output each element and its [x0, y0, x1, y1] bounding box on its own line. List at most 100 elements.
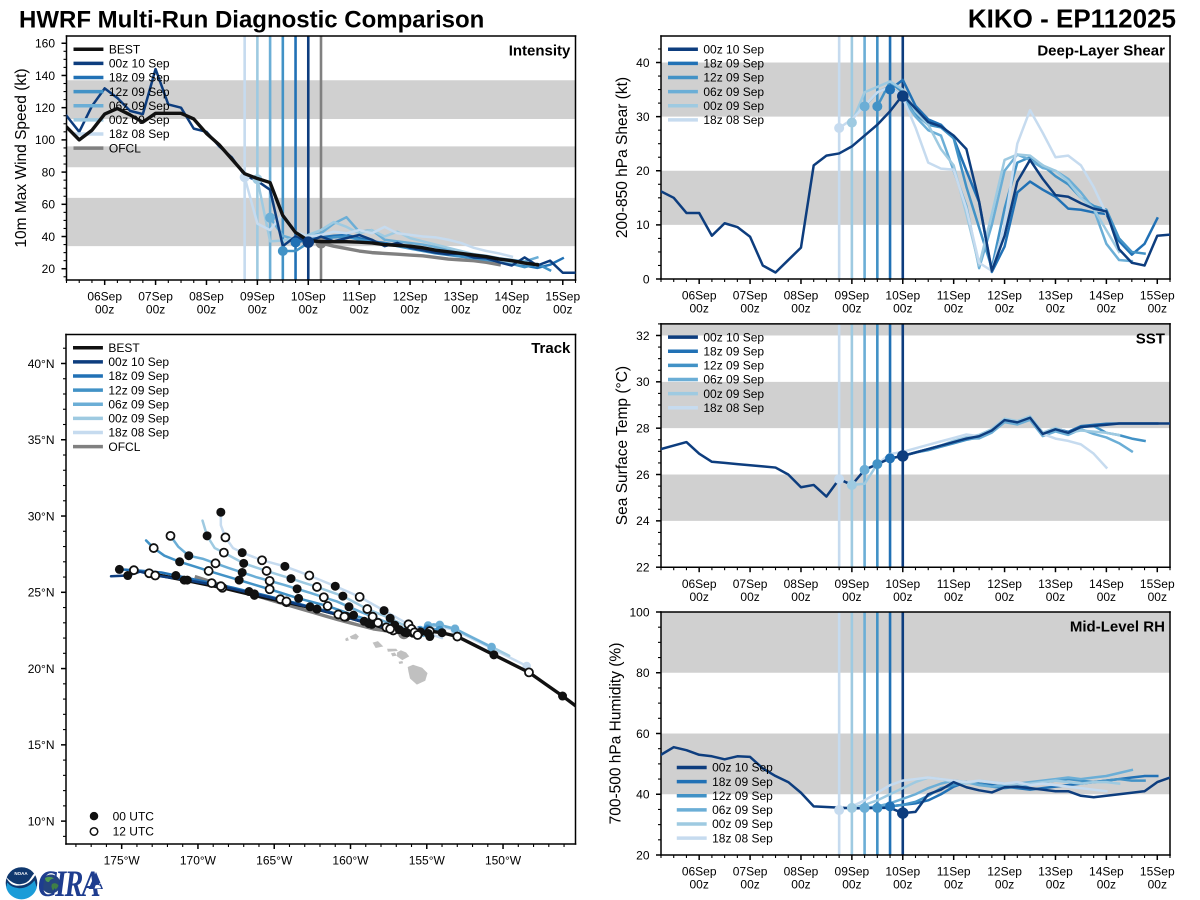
svg-text:OFCL: OFCL: [108, 440, 140, 454]
svg-text:18z 09 Sep: 18z 09 Sep: [703, 57, 764, 71]
svg-text:07Sep: 07Sep: [733, 577, 768, 591]
svg-text:00z 10 Sep: 00z 10 Sep: [108, 355, 169, 369]
svg-text:07Sep: 07Sep: [733, 865, 768, 879]
svg-text:10: 10: [636, 218, 650, 232]
svg-text:200-850 hPa Shear (kt): 200-850 hPa Shear (kt): [614, 77, 631, 238]
svg-text:120: 120: [35, 101, 55, 115]
svg-text:10Sep: 10Sep: [885, 865, 920, 879]
svg-text:160°W: 160°W: [332, 854, 369, 868]
svg-text:15Sep: 15Sep: [1140, 865, 1175, 879]
svg-text:155°W: 155°W: [409, 854, 446, 868]
svg-text:00z 10 Sep: 00z 10 Sep: [712, 761, 773, 775]
svg-text:00z 09 Sep: 00z 09 Sep: [108, 412, 169, 426]
svg-text:100: 100: [629, 605, 649, 619]
svg-text:12z 09 Sep: 12z 09 Sep: [703, 359, 764, 373]
svg-text:80: 80: [636, 666, 650, 680]
svg-text:00z: 00z: [791, 302, 810, 316]
svg-text:18z 09 Sep: 18z 09 Sep: [109, 71, 170, 85]
svg-text:06Sep: 06Sep: [682, 289, 717, 303]
svg-text:Intensity: Intensity: [509, 42, 571, 59]
svg-text:00z 09 Sep: 00z 09 Sep: [712, 817, 773, 831]
svg-text:00z: 00z: [944, 590, 963, 604]
svg-text:00z 09 Sep: 00z 09 Sep: [703, 99, 764, 113]
svg-text:170°W: 170°W: [180, 854, 217, 868]
svg-text:12z 09 Sep: 12z 09 Sep: [712, 789, 773, 803]
svg-text:60: 60: [42, 198, 56, 212]
svg-text:08Sep: 08Sep: [784, 577, 819, 591]
svg-text:BEST: BEST: [108, 341, 140, 355]
svg-text:12Sep: 12Sep: [987, 289, 1022, 303]
svg-text:15°N: 15°N: [28, 738, 55, 752]
svg-text:07Sep: 07Sep: [733, 289, 768, 303]
svg-text:08Sep: 08Sep: [189, 290, 224, 304]
svg-text:18z 09 Sep: 18z 09 Sep: [703, 344, 764, 358]
svg-text:00z: 00z: [146, 303, 165, 317]
svg-text:NOAA: NOAA: [14, 871, 28, 876]
svg-text:40: 40: [42, 230, 56, 244]
svg-text:06Sep: 06Sep: [682, 865, 717, 879]
svg-text:SST: SST: [1136, 330, 1165, 347]
svg-text:00z: 00z: [1046, 590, 1065, 604]
svg-text:00z: 00z: [893, 878, 912, 892]
svg-text:18z 09 Sep: 18z 09 Sep: [712, 775, 773, 789]
svg-text:CIRA: CIRA: [38, 864, 100, 900]
svg-text:KIKO - EP112025: KIKO - EP112025: [968, 4, 1176, 34]
svg-text:08Sep: 08Sep: [784, 865, 819, 879]
svg-text:09Sep: 09Sep: [835, 577, 870, 591]
svg-text:150°W: 150°W: [485, 854, 522, 868]
svg-text:15Sep: 15Sep: [1140, 289, 1175, 303]
svg-text:18z 08 Sep: 18z 08 Sep: [712, 831, 773, 845]
svg-text:10Sep: 10Sep: [291, 290, 326, 304]
svg-text:14Sep: 14Sep: [1089, 289, 1124, 303]
svg-text:18z 09 Sep: 18z 09 Sep: [108, 369, 169, 383]
svg-text:00 UTC: 00 UTC: [113, 809, 155, 823]
svg-text:12Sep: 12Sep: [987, 577, 1022, 591]
svg-text:12z 09 Sep: 12z 09 Sep: [703, 71, 764, 85]
svg-text:00z: 00z: [995, 302, 1014, 316]
svg-text:00z: 00z: [740, 590, 759, 604]
svg-text:00z: 00z: [690, 302, 709, 316]
svg-text:00z: 00z: [1097, 302, 1116, 316]
svg-text:08Sep: 08Sep: [784, 289, 819, 303]
svg-text:00z: 00z: [1148, 302, 1167, 316]
svg-text:13Sep: 13Sep: [1038, 577, 1073, 591]
svg-text:09Sep: 09Sep: [835, 289, 870, 303]
svg-text:00z 09 Sep: 00z 09 Sep: [703, 387, 764, 401]
svg-text:20: 20: [636, 848, 650, 862]
svg-text:165°W: 165°W: [256, 854, 293, 868]
svg-text:15Sep: 15Sep: [1140, 577, 1175, 591]
svg-text:00z: 00z: [299, 303, 318, 317]
svg-text:00z: 00z: [944, 302, 963, 316]
svg-text:13Sep: 13Sep: [1038, 865, 1073, 879]
svg-text:12z 09 Sep: 12z 09 Sep: [108, 383, 169, 397]
svg-text:00z: 00z: [690, 590, 709, 604]
svg-text:06z 09 Sep: 06z 09 Sep: [703, 373, 764, 387]
svg-text:00z: 00z: [944, 878, 963, 892]
svg-text:20°N: 20°N: [28, 662, 55, 676]
svg-text:20: 20: [42, 262, 56, 276]
svg-text:30°N: 30°N: [28, 509, 55, 523]
svg-text:00z: 00z: [400, 303, 419, 317]
svg-text:00z: 00z: [893, 590, 912, 604]
svg-text:Track: Track: [531, 340, 571, 357]
svg-text:18z 08 Sep: 18z 08 Sep: [108, 426, 169, 440]
svg-text:00z: 00z: [1148, 878, 1167, 892]
svg-text:00z: 00z: [1046, 878, 1065, 892]
svg-text:09Sep: 09Sep: [835, 865, 870, 879]
svg-text:28: 28: [636, 422, 650, 436]
svg-text:00z: 00z: [502, 303, 521, 317]
svg-text:12 UTC: 12 UTC: [113, 825, 155, 839]
svg-text:00z: 00z: [1097, 878, 1116, 892]
svg-text:00z: 00z: [690, 878, 709, 892]
svg-text:00z: 00z: [740, 878, 759, 892]
svg-text:00z: 00z: [95, 303, 114, 317]
svg-text:00z: 00z: [842, 878, 861, 892]
svg-text:00z: 00z: [1148, 590, 1167, 604]
svg-text:18z 08 Sep: 18z 08 Sep: [703, 401, 764, 415]
svg-text:15Sep: 15Sep: [545, 290, 580, 304]
svg-text:00z: 00z: [893, 302, 912, 316]
svg-text:12Sep: 12Sep: [393, 290, 428, 304]
svg-text:40°N: 40°N: [28, 357, 55, 371]
svg-text:700-500 hPa Humidity (%): 700-500 hPa Humidity (%): [607, 643, 624, 825]
svg-text:40: 40: [636, 788, 650, 802]
